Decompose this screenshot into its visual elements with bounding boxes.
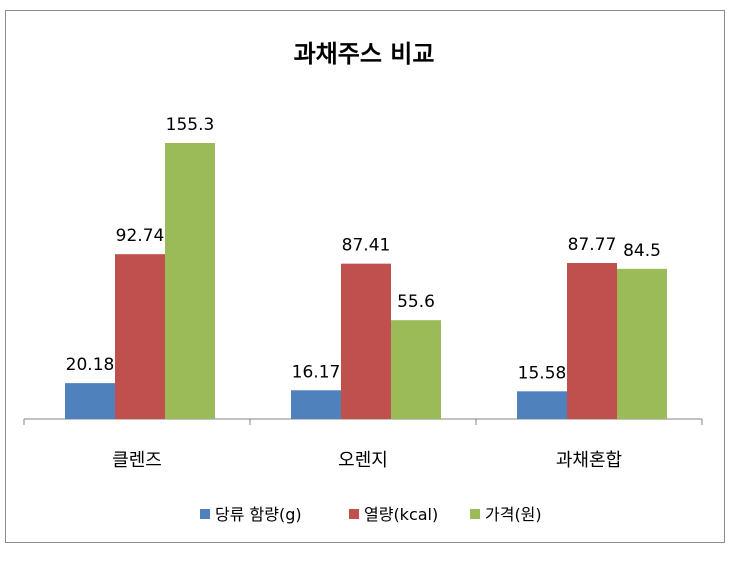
- data-label: 20.18: [66, 355, 115, 375]
- bar: [115, 254, 165, 419]
- chart-title: 과채주스 비교: [294, 40, 435, 68]
- legend-swatch: [200, 509, 210, 519]
- bar: [517, 391, 567, 419]
- x-tick-label: 클렌즈: [112, 450, 162, 471]
- legend-swatch: [470, 509, 480, 519]
- data-label: 155.3: [166, 115, 215, 135]
- x-tick-label: 과채혼합: [556, 450, 622, 471]
- legend-swatch: [349, 509, 359, 519]
- bar: [617, 268, 667, 419]
- data-label: 84.5: [623, 241, 661, 261]
- bar: [391, 320, 441, 419]
- bar: [165, 143, 215, 419]
- legend-label: 열량(kcal): [364, 505, 438, 524]
- legend-label: 당류 함량(g): [215, 505, 302, 524]
- x-tick-label: 오렌지: [338, 450, 388, 471]
- data-label: 16.17: [292, 362, 341, 382]
- plot-area: 20.18 92.74 155.3 클렌즈 16.17 87.41 55.6 오렌지 15.58…: [23, 115, 703, 471]
- bar: [341, 263, 391, 419]
- data-label: 55.6: [397, 292, 435, 312]
- bar: [291, 390, 341, 419]
- data-label: 15.58: [518, 363, 567, 383]
- data-label: 92.74: [116, 226, 165, 246]
- data-label: 87.41: [342, 236, 391, 256]
- legend-label: 가격(원): [485, 505, 542, 524]
- legend: 당류 함량(g) 열량(kcal) 가격(원): [200, 505, 542, 524]
- data-label: 87.77: [568, 235, 617, 255]
- bar: [65, 383, 115, 419]
- bar: [567, 263, 617, 419]
